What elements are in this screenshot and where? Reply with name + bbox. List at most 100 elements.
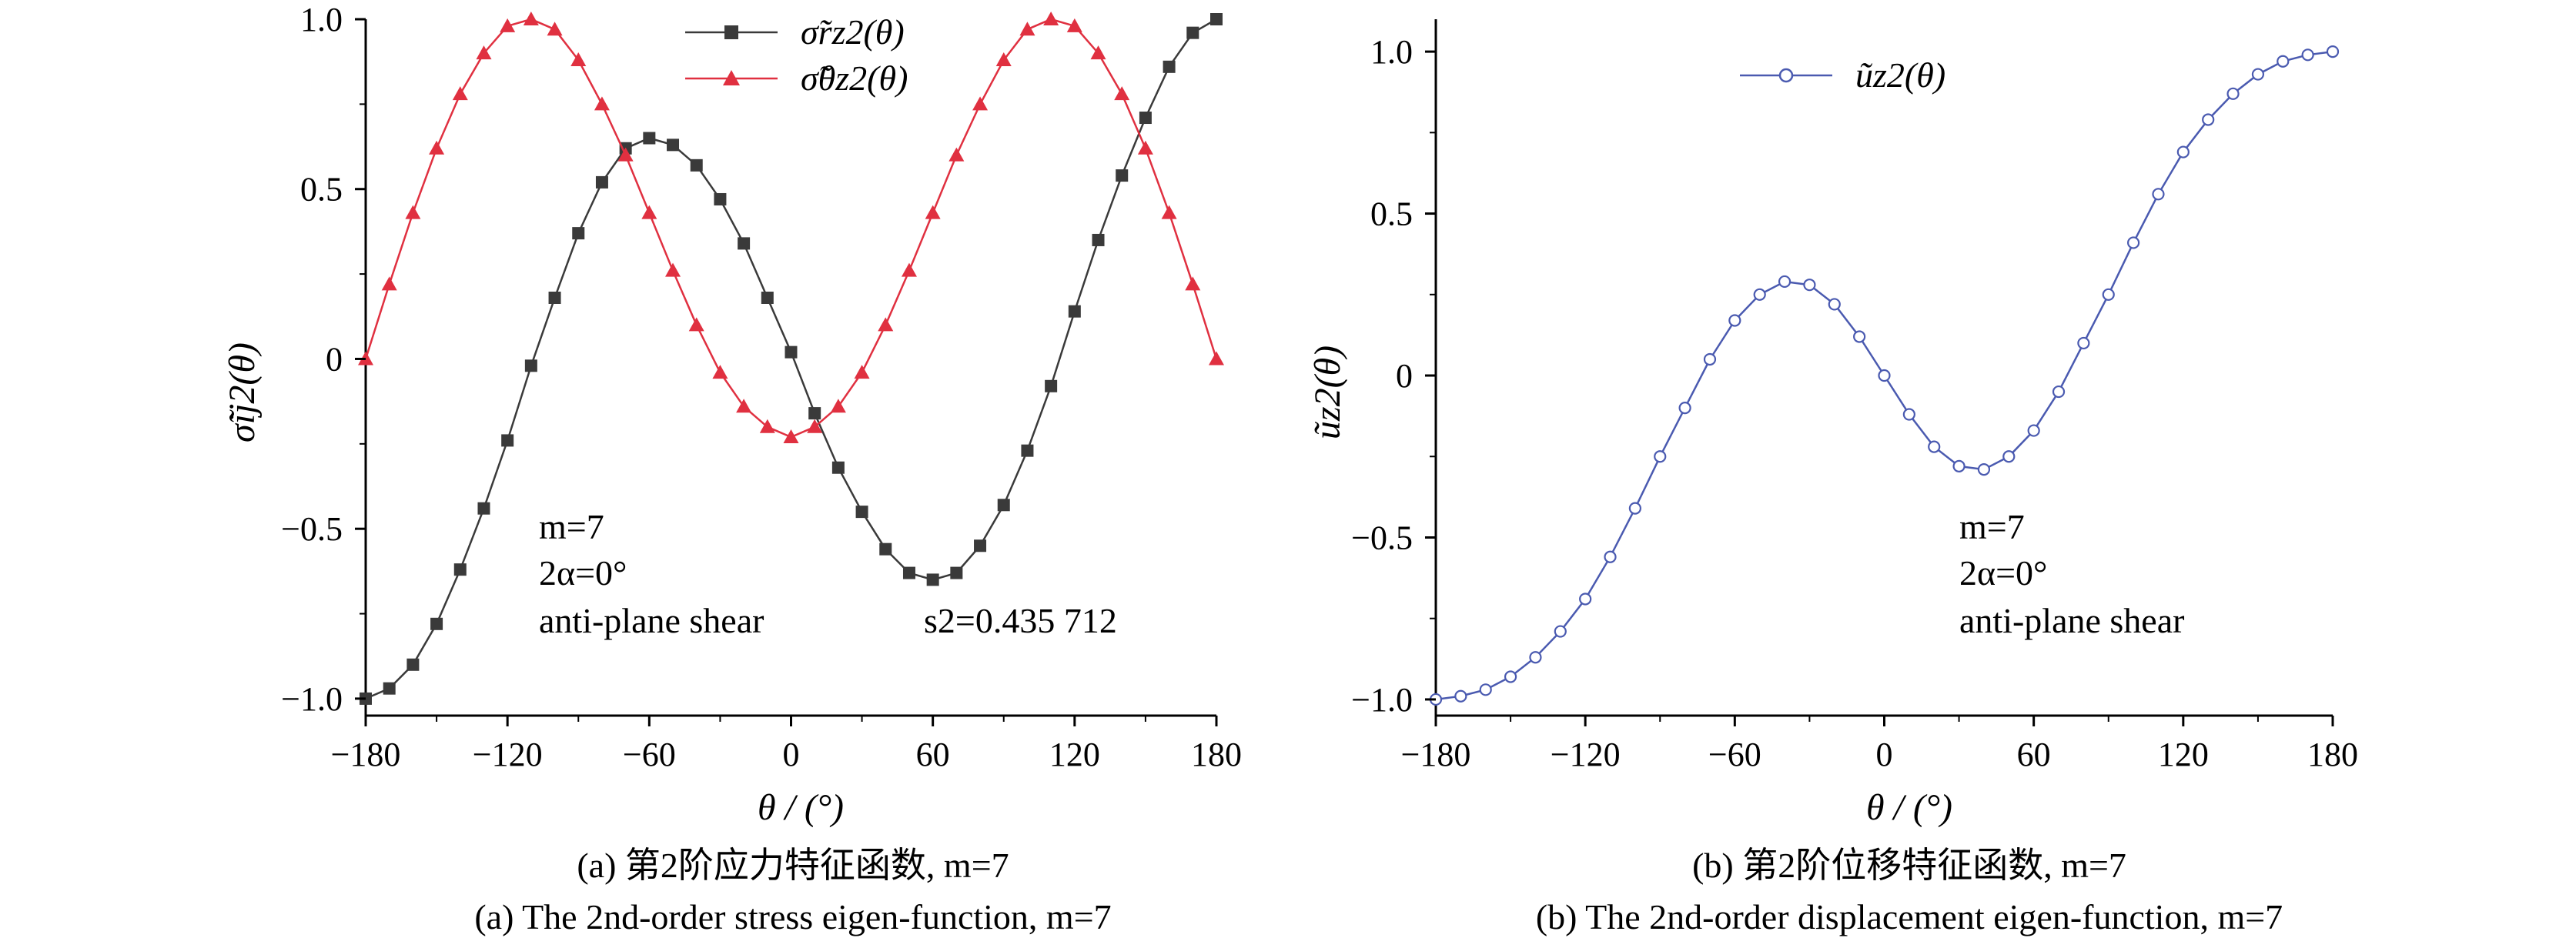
chart-a-annotation-mode: anti-plane shear bbox=[539, 601, 764, 640]
legend-label-tz: σ̃θz2(θ) bbox=[801, 58, 908, 98]
data-point bbox=[641, 205, 657, 219]
x-tick-label: 0 bbox=[783, 736, 800, 773]
data-point bbox=[738, 237, 751, 250]
data-point bbox=[995, 52, 1012, 66]
chart-b-y-axis-title: ũz2(θ) bbox=[1307, 345, 1348, 439]
data-point bbox=[665, 262, 681, 277]
data-point bbox=[548, 292, 561, 304]
data-point bbox=[1628, 502, 1641, 515]
chart-b-legend: ũz2(θ) bbox=[1740, 55, 1945, 95]
chart-a-caption-zh: (a) 第2阶应力特征函数, m=7 bbox=[577, 846, 1009, 885]
data-point bbox=[2202, 113, 2215, 126]
data-point bbox=[830, 399, 846, 413]
data-point bbox=[406, 658, 420, 671]
x-tick-label: −120 bbox=[1551, 736, 1621, 773]
data-point bbox=[1703, 352, 1717, 366]
chart-a: −180 −120 −60 0 60 120 180 −1.0 −0.5 0 0.5 1.0 θ /… bbox=[222, 1, 1242, 936]
chart-b-axes bbox=[1434, 19, 2333, 717]
data-point bbox=[2127, 236, 2140, 249]
chart-a-annotation-m: m=7 bbox=[539, 507, 604, 546]
data-point bbox=[430, 617, 443, 630]
data-point bbox=[950, 566, 963, 579]
data-point bbox=[1853, 330, 1866, 343]
data-point bbox=[901, 262, 917, 277]
chart-a-y-ticks: −1.0 −0.5 0 0.5 1.0 bbox=[281, 1, 366, 718]
data-point bbox=[667, 139, 680, 152]
x-tick-label: 120 bbox=[1049, 736, 1100, 773]
x-tick-label: −120 bbox=[473, 736, 543, 773]
data-point bbox=[2102, 288, 2115, 301]
chart-b-y-ticks: −1.0 −0.5 0 0.5 1.0 bbox=[1351, 33, 1436, 719]
data-point bbox=[1092, 233, 1105, 246]
chart-a-annotation-s2: s2=0.435 712 bbox=[924, 601, 1117, 640]
legend-label-rz: σ̃rz2(θ) bbox=[801, 12, 905, 52]
data-point bbox=[1163, 60, 1176, 73]
data-point bbox=[383, 682, 396, 695]
chart-b-annotation-alpha: 2α=0° bbox=[1959, 553, 2047, 592]
chart-b-caption-en: (b) The 2nd-order displacement eigen-fun… bbox=[1536, 897, 2283, 936]
data-point bbox=[1137, 140, 1153, 155]
y-tick-label: 0.5 bbox=[300, 171, 343, 209]
data-point bbox=[1479, 683, 1492, 696]
series-line-0-0 bbox=[365, 18, 1217, 700]
chart-b-x-axis-title: θ / (°) bbox=[1866, 787, 1952, 828]
data-point bbox=[1454, 689, 1467, 703]
data-point bbox=[476, 45, 492, 60]
data-point bbox=[688, 317, 704, 332]
data-point bbox=[2176, 145, 2190, 159]
legend-label-uz: ũz2(θ) bbox=[1855, 55, 1945, 95]
y-tick-label: −0.5 bbox=[1351, 519, 1413, 556]
data-point bbox=[617, 147, 634, 162]
data-point bbox=[594, 96, 610, 111]
data-point bbox=[1139, 112, 1152, 125]
data-point bbox=[783, 429, 799, 443]
chart-b-annotation-m: m=7 bbox=[1959, 507, 2025, 546]
data-point bbox=[902, 566, 915, 579]
data-point bbox=[2226, 87, 2240, 100]
data-point bbox=[570, 52, 587, 66]
series-line-0-1 bbox=[364, 18, 1218, 439]
legend-marker-square bbox=[724, 25, 738, 39]
data-point bbox=[925, 205, 941, 219]
x-tick-label: 120 bbox=[2158, 736, 2209, 773]
y-tick-label: 0 bbox=[1396, 357, 1413, 395]
x-tick-label: −180 bbox=[331, 736, 401, 773]
data-point bbox=[714, 192, 727, 205]
data-point bbox=[1778, 275, 1791, 289]
data-point bbox=[879, 542, 892, 556]
data-point bbox=[1803, 279, 1816, 292]
data-point bbox=[1114, 86, 1130, 101]
data-point bbox=[1579, 592, 1592, 606]
data-point bbox=[1654, 450, 1667, 463]
chart-a-caption-en: (a) The 2nd-order stress eigen-function,… bbox=[474, 897, 1111, 936]
data-point bbox=[2277, 55, 2290, 68]
chart-a-legend: σ̃rz2(θ) σ̃θz2(θ) bbox=[685, 12, 908, 98]
chart-a-x-axis-title: θ / (°) bbox=[758, 787, 844, 828]
data-point bbox=[974, 539, 987, 552]
data-point bbox=[1066, 18, 1082, 32]
data-point bbox=[1043, 12, 1059, 25]
data-point bbox=[1604, 550, 1617, 563]
chart-b-series-group bbox=[1429, 45, 2340, 706]
data-point bbox=[523, 12, 539, 25]
data-point bbox=[690, 159, 703, 172]
data-point bbox=[1021, 444, 1034, 457]
y-tick-label: 0 bbox=[326, 340, 343, 378]
data-point bbox=[2027, 424, 2040, 437]
y-tick-label: 0.5 bbox=[1370, 195, 1413, 233]
data-point bbox=[878, 317, 894, 332]
data-point bbox=[807, 419, 823, 433]
data-point bbox=[1902, 408, 1915, 421]
data-point bbox=[1977, 462, 1991, 476]
chart-b-x-ticks: −180 −120 −60 0 60 120 180 bbox=[1401, 716, 2358, 773]
data-point bbox=[2301, 48, 2314, 62]
data-point bbox=[477, 502, 490, 515]
data-point bbox=[1045, 379, 1058, 392]
y-tick-label: 1.0 bbox=[300, 1, 343, 38]
x-tick-label: 60 bbox=[2017, 736, 2051, 773]
data-point bbox=[2077, 336, 2090, 350]
data-point bbox=[1504, 670, 1517, 683]
data-point bbox=[1090, 45, 1106, 60]
chart-a-y-axis-title: σ̃ij2(θ) bbox=[222, 342, 263, 442]
data-point bbox=[1828, 298, 1841, 311]
